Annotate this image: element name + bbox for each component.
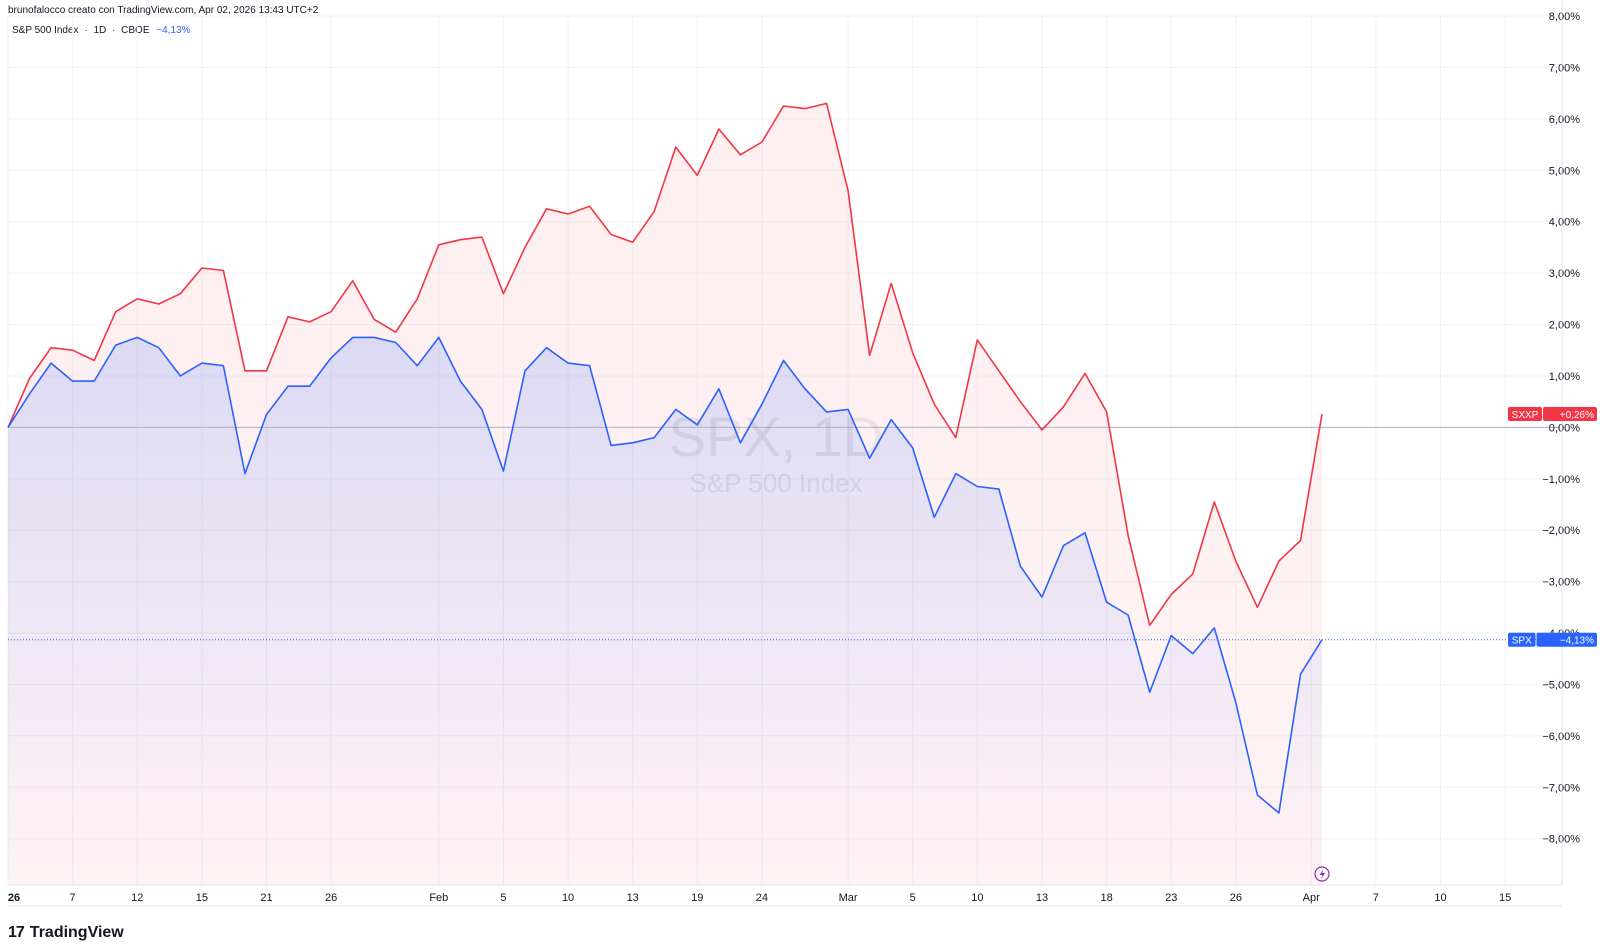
x-tick-label: 10 (562, 892, 574, 904)
legend-separator: · (112, 25, 116, 36)
legend-symbol-name: S&P 500 Index (12, 25, 79, 36)
x-tick-label: 13 (627, 892, 639, 904)
line-spx (7, 336, 1323, 814)
x-tick-label: 26 (1230, 892, 1242, 904)
x-tick-label: Mar (839, 892, 858, 904)
price-label-value-bg (1543, 406, 1597, 421)
tradingview-logo-text: TradingView (29, 924, 124, 941)
watermark: SPX, 1D S&P 500 Index (669, 405, 884, 498)
x-tick-label: 7 (1373, 892, 1379, 904)
y-tick-label: 6,00% (1549, 114, 1580, 126)
y-tick-label: 2,00% (1549, 320, 1580, 332)
x-tick-label: 7 (70, 892, 76, 904)
price-label-value-bg (1536, 632, 1597, 647)
y-tick-label: 3,00% (1549, 268, 1580, 280)
y-tick-label: −1,00% (1542, 474, 1580, 486)
series-lines (7, 102, 1323, 814)
x-tick-label: 12 (131, 892, 143, 904)
x-tick-label: 24 (756, 892, 768, 904)
x-tick-label: 15 (196, 892, 208, 904)
price-label-value: −4,13% (1560, 636, 1594, 647)
price-label-sxxp: SXXP +0,26% (1508, 406, 1597, 421)
y-tick-label: −8,00% (1542, 834, 1580, 846)
x-tick-label: 10 (1434, 892, 1446, 904)
y-tick-label: −3,00% (1542, 577, 1580, 589)
y-tick-label: 1,00% (1549, 371, 1580, 383)
x-tick-label: 21 (260, 892, 272, 904)
tradingview-logo-icon: 17 (8, 924, 25, 941)
chart-credit: brunofalocco creato con TradingView.com,… (8, 5, 319, 16)
price-label-name: SPX (1512, 636, 1532, 647)
watermark-name: S&P 500 Index (690, 468, 863, 498)
x-tick-label: 18 (1100, 892, 1112, 904)
y-tick-label: 0,00% (1549, 422, 1580, 434)
lightning-icon[interactable] (1314, 866, 1330, 882)
y-tick-label: −7,00% (1542, 782, 1580, 794)
price-label-name: SXXP (1512, 410, 1539, 421)
series-legend[interactable]: S&P 500 Index · 1D · CBOE −4,13% (12, 25, 190, 36)
price-label-value: +0,26% (1560, 410, 1594, 421)
area-spx (8, 337, 1322, 885)
legend-interval: 1D (93, 25, 107, 36)
axes: 8,00% 7,00% 6,00% 5,00% 4,00% 3,00% 2,00% 1,00%… (8, 0, 1580, 907)
price-label-name-bg (1508, 632, 1536, 647)
x-tick-label: 10 (971, 892, 983, 904)
price-label-name-bg (1508, 406, 1542, 421)
watermark-symbol: SPX, 1D (669, 405, 884, 468)
y-tick-label: 8,00% (1549, 11, 1580, 23)
x-tick-label: Apr (1303, 892, 1320, 904)
y-tick-label: −2,00% (1542, 525, 1580, 537)
x-tick-label: 19 (691, 892, 703, 904)
y-tick-label: −6,00% (1542, 731, 1580, 743)
x-tick-label: Feb (429, 892, 448, 904)
area-fills (8, 103, 1322, 885)
x-tick-label: 5 (500, 892, 506, 904)
x-tick-label: 15 (1499, 892, 1511, 904)
x-tick-label: 26 (8, 892, 20, 904)
x-tick-label: 13 (1036, 892, 1048, 904)
price-labels: SXXP +0,26% SPX −4,13% (8, 406, 1597, 647)
tradingview-logo[interactable]: 17 TradingView (8, 924, 124, 942)
x-tick-label: 23 (1165, 892, 1177, 904)
line-sxxp (7, 102, 1323, 627)
price-label-spx: SPX −4,13% (1508, 632, 1597, 647)
y-tick-label: 5,00% (1549, 165, 1580, 177)
y-tick-label: 7,00% (1549, 62, 1580, 74)
x-tick-label: 26 (325, 892, 337, 904)
legend-change: −4,13% (156, 25, 191, 36)
y-tick-label: −5,00% (1542, 679, 1580, 691)
y-tick-label: 4,00% (1549, 217, 1580, 229)
legend-separator: · (84, 25, 88, 36)
x-tick-label: 5 (910, 892, 916, 904)
legend-exchange: CBOE (121, 25, 150, 36)
